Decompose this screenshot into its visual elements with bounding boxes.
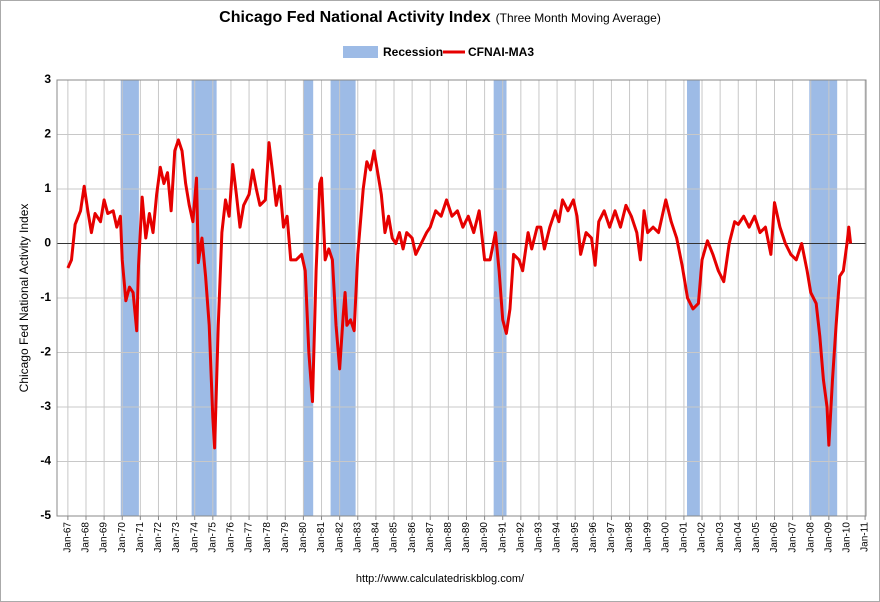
- x-tick-label: Jan-83: [352, 522, 363, 553]
- x-tick-label: Jan-81: [316, 522, 327, 553]
- x-tick-label: Jan-78: [262, 522, 273, 553]
- x-tick-label: Jan-95: [570, 522, 581, 553]
- x-tick-label: Jan-69: [99, 522, 110, 553]
- y-tick-label: 2: [44, 127, 51, 141]
- x-tick-label: Jan-10: [842, 522, 853, 553]
- x-tick-label: Jan-87: [425, 522, 436, 553]
- x-tick-label: Jan-79: [280, 522, 291, 553]
- x-tick-label: Jan-98: [624, 522, 635, 553]
- x-tick-label: Jan-92: [515, 522, 526, 553]
- title: Chicago Fed National Activity Index: [219, 9, 491, 26]
- x-tick-label: Jan-99: [642, 522, 653, 553]
- x-tick-label: Jan-97: [606, 522, 617, 553]
- y-tick-label: -5: [40, 508, 51, 522]
- x-tick-label: Jan-91: [497, 522, 508, 553]
- x-tick-label: Jan-05: [751, 522, 762, 553]
- x-tick-label: Jan-84: [371, 522, 382, 553]
- y-tick-label: 3: [44, 72, 51, 86]
- x-tick-label: Jan-02: [697, 522, 708, 553]
- x-tick-label: Jan-06: [769, 522, 780, 553]
- y-tick-label: 0: [44, 236, 51, 250]
- x-tick-label: Jan-94: [552, 522, 563, 553]
- x-tick-label: Jan-80: [298, 522, 309, 553]
- y-tick-label: -4: [40, 454, 51, 468]
- x-tick-label: Jan-03: [715, 522, 726, 553]
- x-tick-label: Jan-76: [226, 522, 237, 553]
- x-tick-label: Jan-73: [171, 522, 182, 553]
- legend-swatch: [343, 46, 378, 58]
- x-tick-label: Jan-77: [244, 522, 255, 553]
- x-tick-label: Jan-07: [787, 522, 798, 553]
- legend-label: Recession: [383, 45, 443, 59]
- x-tick-label: Jan-86: [407, 522, 418, 553]
- x-tick-label: Jan-01: [679, 522, 690, 553]
- y-tick-label: 1: [44, 181, 51, 195]
- chart-title: Chicago Fed National Activity Index (Thre…: [219, 9, 661, 26]
- x-tick-label: Jan-04: [733, 522, 744, 553]
- x-tick-label: Jan-00: [660, 522, 671, 553]
- x-tick-label: Jan-11: [860, 522, 871, 552]
- x-tick-label: Jan-96: [588, 522, 599, 553]
- y-tick-label: -1: [40, 290, 51, 304]
- data-line: [66, 138, 853, 450]
- legend-label: CFNAI-MA3: [468, 45, 534, 59]
- y-tick-label: -2: [40, 345, 51, 359]
- source: http://www.calculatedriskblog.com/: [356, 573, 525, 585]
- y-axis-title: Chicago Fed National Activity Index: [17, 204, 31, 393]
- x-tick-label: Jan-90: [479, 522, 490, 553]
- x-tick-label: Jan-89: [461, 522, 472, 553]
- x-tick-label: Jan-72: [153, 522, 164, 553]
- x-tick-label: Jan-93: [534, 522, 545, 553]
- x-tick-label: Jan-75: [207, 522, 218, 553]
- x-tick-label: Jan-71: [135, 522, 146, 553]
- x-tick-label: Jan-67: [63, 522, 74, 553]
- x-tick-label: Jan-70: [117, 522, 128, 553]
- x-tick-label: Jan-68: [81, 522, 92, 553]
- y-tick-label: -3: [40, 399, 51, 413]
- subtitle: (Three Month Moving Average): [496, 11, 661, 25]
- x-tick-label: Jan-08: [805, 522, 816, 553]
- plot-frame: [56, 79, 867, 517]
- x-tick-label: Jan-74: [189, 522, 200, 553]
- x-tick-label: Jan-88: [443, 522, 454, 553]
- x-tick-label: Jan-85: [389, 522, 400, 553]
- x-tick-label: Jan-82: [334, 522, 345, 553]
- x-tick-label: Jan-09: [823, 522, 834, 553]
